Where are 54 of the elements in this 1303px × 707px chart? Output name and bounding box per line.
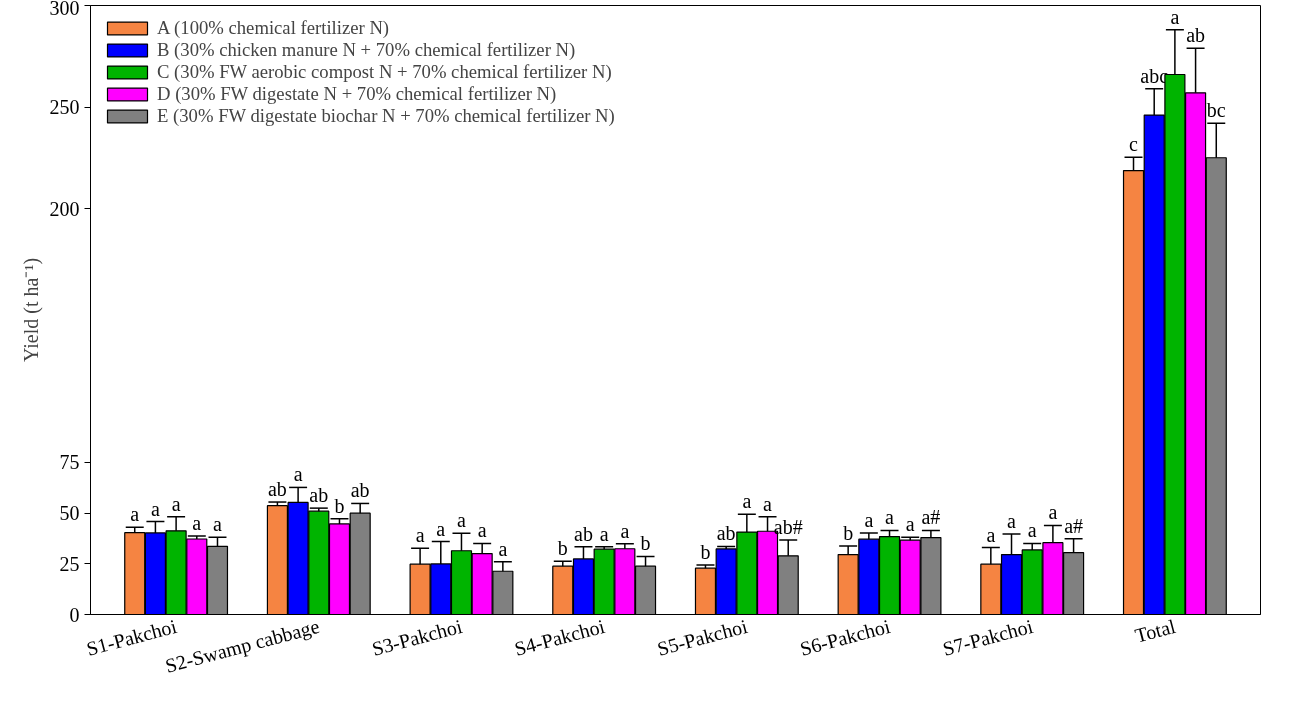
data-label: a	[763, 492, 773, 515]
data-label: a	[192, 511, 202, 534]
data-label: ab	[716, 522, 736, 545]
data-label: b	[334, 494, 345, 517]
data-label: b	[700, 540, 711, 563]
y-tick-label: 300	[49, 0, 80, 19]
data-label: ab	[574, 522, 593, 545]
legend-label: E (30% FW digestate biochar N + 70% chemical fertilizer N)	[157, 105, 615, 127]
data-label: a	[1170, 5, 1180, 28]
data-label: a	[293, 463, 303, 486]
legend-label: C (30% FW aerobic compost N + 70% chemical fertilizer N)	[157, 61, 612, 83]
data-label: ab#	[773, 516, 803, 538]
legend-label: B (30% chicken manure N + 70% chemical fertilizer N)	[157, 39, 576, 61]
data-label: a	[457, 509, 467, 532]
data-label: bc	[1206, 99, 1226, 122]
x-tick-label: Total	[1132, 614, 1179, 647]
y-tick-label: 75	[59, 451, 80, 474]
data-label: a	[864, 509, 874, 532]
data-label: a	[1007, 510, 1017, 533]
y-tick-label: 50	[59, 502, 80, 524]
data-label: a	[150, 497, 160, 520]
data-label: ab	[1186, 24, 1206, 47]
y-tick-label: 25	[59, 552, 80, 575]
data-label: a#	[921, 506, 941, 529]
data-label: a	[599, 522, 609, 545]
data-label: a	[905, 513, 915, 536]
data-label: a	[742, 490, 752, 513]
data-label: a	[1048, 501, 1058, 524]
legend-label: D (30% FW digestate N + 70% chemical fertilizer N)	[157, 83, 557, 105]
y-tick-label: 250	[49, 96, 80, 118]
data-label: a	[213, 513, 223, 536]
data-label: a#	[1064, 514, 1084, 537]
data-label: a	[986, 523, 996, 546]
y-tick-label: 200	[49, 197, 80, 220]
data-label: a	[477, 519, 487, 542]
data-label: ab	[309, 484, 329, 507]
data-label: a	[1027, 519, 1037, 542]
data-label: b	[640, 532, 651, 555]
data-label: ab	[350, 479, 370, 502]
y-axis-title: Yield (t ha⁻¹)	[19, 257, 43, 363]
data-label: a	[620, 519, 630, 542]
data-label: b	[557, 537, 568, 560]
data-label: a	[885, 506, 895, 529]
data-label: b	[843, 521, 854, 544]
data-label: abc	[1140, 64, 1169, 87]
data-label: c	[1129, 133, 1139, 156]
data-label: a	[171, 492, 181, 515]
data-label: a	[436, 517, 446, 540]
data-label: a	[498, 537, 508, 560]
y-tick-label: 0	[69, 603, 80, 626]
data-label: ab	[267, 478, 287, 501]
data-label: a	[415, 524, 425, 547]
legend-label: A (100% chemical fertilizer N)	[157, 17, 390, 39]
data-label: a	[130, 503, 140, 526]
